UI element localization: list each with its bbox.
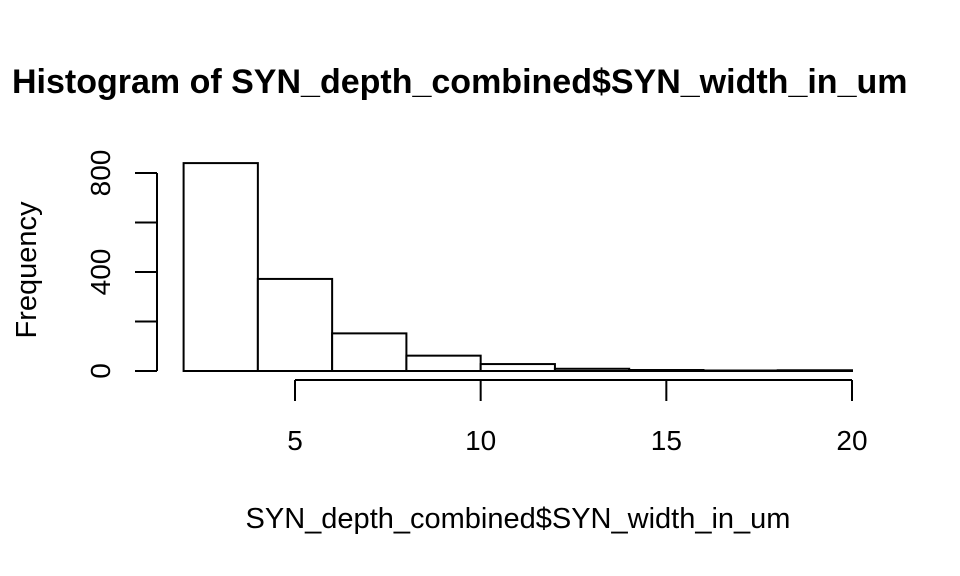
histogram-bar-4 [479,363,556,373]
y-axis: 0 400 800 [85,150,158,379]
x-axis: 5 10 15 20 [287,379,868,456]
histogram-bar-6 [628,369,705,373]
y-tick-label-800: 800 [85,150,116,197]
histogram-bar-3 [405,354,482,372]
bars-group [182,162,854,373]
y-tick-label-0: 0 [85,363,116,379]
histogram-bar-2 [331,332,408,373]
histogram-bar-1 [256,277,334,372]
y-axis-label: Frequency [11,201,43,339]
histogram-bar-0 [182,162,259,372]
chart-title: Histogram of SYN_depth_combined$SYN_widt… [12,63,907,101]
y-tick-label-400: 400 [85,249,116,296]
x-tick-label-20: 20 [836,425,867,456]
x-tick-label-5: 5 [287,425,303,456]
x-tick-label-15: 15 [651,425,682,456]
x-tick-label-10: 10 [465,425,496,456]
x-axis-label: SYN_depth_combined$SYN_width_in_um [246,503,791,535]
histogram-bar-8 [776,369,854,373]
histogram-bar-5 [553,367,631,372]
